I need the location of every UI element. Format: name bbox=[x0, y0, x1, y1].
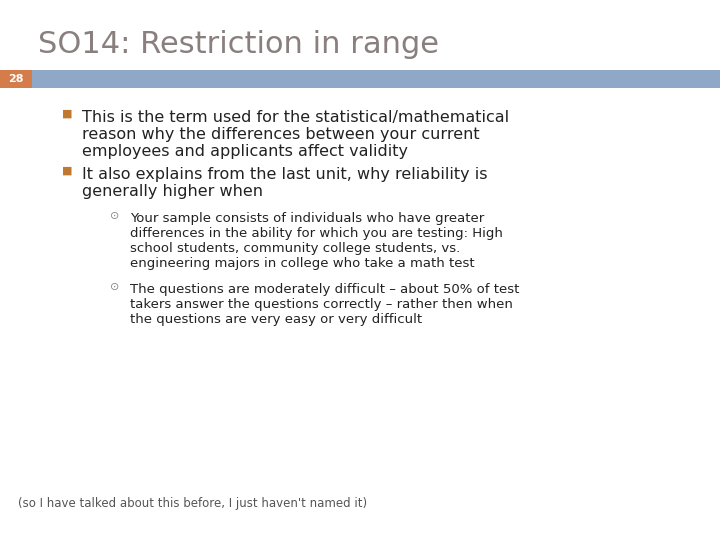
Text: ■: ■ bbox=[62, 166, 73, 176]
Text: ⊙: ⊙ bbox=[110, 211, 120, 221]
Text: SO14: Restriction in range: SO14: Restriction in range bbox=[38, 30, 439, 59]
Text: ⊙: ⊙ bbox=[110, 282, 120, 292]
Text: Your sample consists of individuals who have greater: Your sample consists of individuals who … bbox=[130, 212, 485, 225]
Bar bbox=[0, 70, 32, 88]
Text: (so I have talked about this before, I just haven't named it): (so I have talked about this before, I j… bbox=[18, 497, 367, 510]
Text: differences in the ability for which you are testing: High: differences in the ability for which you… bbox=[130, 227, 503, 240]
Text: employees and applicants affect validity: employees and applicants affect validity bbox=[82, 144, 408, 159]
Text: takers answer the questions correctly – rather then when: takers answer the questions correctly – … bbox=[130, 298, 513, 311]
Text: ■: ■ bbox=[62, 109, 73, 119]
Text: engineering majors in college who take a math test: engineering majors in college who take a… bbox=[130, 257, 474, 270]
Text: reason why the differences between your current: reason why the differences between your … bbox=[82, 127, 480, 142]
Text: The questions are moderately difficult – about 50% of test: The questions are moderately difficult –… bbox=[130, 283, 519, 296]
Bar bbox=[0, 70, 720, 88]
Text: school students, community college students, vs.: school students, community college stude… bbox=[130, 242, 460, 255]
Text: 28: 28 bbox=[8, 74, 24, 84]
Text: It also explains from the last unit, why reliability is: It also explains from the last unit, why… bbox=[82, 167, 487, 182]
Text: generally higher when: generally higher when bbox=[82, 184, 263, 199]
Text: This is the term used for the statistical/mathematical: This is the term used for the statistica… bbox=[82, 110, 509, 125]
Text: the questions are very easy or very difficult: the questions are very easy or very diff… bbox=[130, 313, 422, 326]
